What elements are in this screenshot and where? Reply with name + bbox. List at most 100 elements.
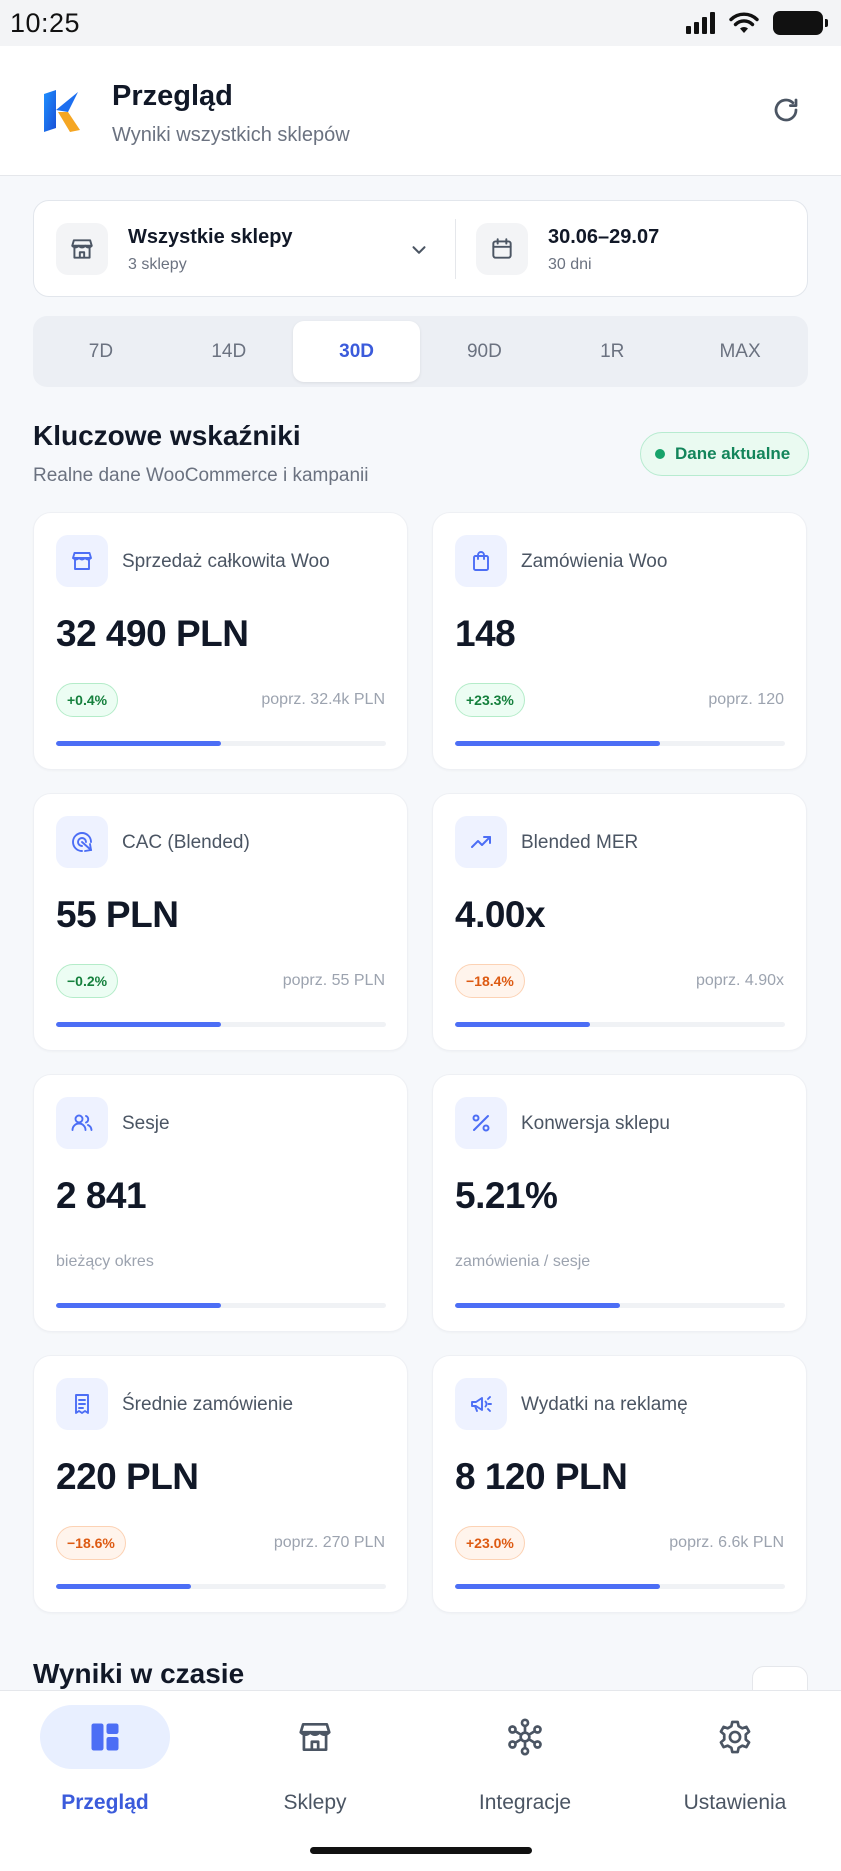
kpi-progress-fill [455, 1303, 620, 1308]
home-indicator [310, 1847, 532, 1854]
kpi-icon-box [455, 816, 507, 868]
data-status-label: Dane aktualne [675, 444, 791, 463]
tab-14d[interactable]: 14D [211, 340, 247, 362]
kpi-card-cac[interactable]: CAC (Blended) 55 PLN −0.2% poprz. 55 PLN [33, 793, 408, 1051]
refresh-button[interactable] [768, 92, 804, 128]
kpi-card-orders[interactable]: Zamówienia Woo 148 +23.3% poprz. 120 [432, 512, 807, 770]
status-dot-icon [655, 449, 665, 459]
kpi-progress-bar [56, 741, 386, 746]
kpi-card-avg-order[interactable]: Średnie zamówienie 220 PLN −18.6% poprz.… [33, 1355, 408, 1613]
nav-item-stores[interactable]: Sklepy [210, 1691, 420, 1831]
nav-label: Ustawienia [683, 1791, 787, 1814]
shopping-bag-icon [473, 551, 489, 571]
tab-max[interactable]: MAX [719, 340, 761, 362]
kpi-card-total-sales[interactable]: Sprzedaż całkowita Woo 32 490 PLN +0.4% … [33, 512, 408, 770]
kpi-value: 5.21% [455, 1175, 558, 1216]
kpi-note: zamówienia / sesje [455, 1253, 591, 1270]
kpi-icon-box [56, 535, 108, 587]
kpi-change-badge: +23.3% [455, 683, 525, 717]
filter-divider [455, 219, 456, 279]
kpi-label: Zamówienia Woo [521, 551, 668, 572]
status-icons [686, 11, 828, 35]
kpi-previous-value: poprz. 270 PLN [273, 1534, 385, 1551]
kpi-progress-fill [455, 1584, 660, 1589]
kpi-previous-value: poprz. 4.90x [695, 972, 784, 989]
trending-up-icon [471, 836, 491, 848]
kpi-icon-box [455, 1378, 507, 1430]
tab-7d[interactable]: 7D [88, 340, 114, 362]
nav-label: Sklepy [283, 1791, 347, 1814]
kpi-card-conversion[interactable]: Konwersja sklepu 5.21% zamówienia / sesj… [432, 1074, 807, 1332]
kpi-value: 220 PLN [56, 1456, 199, 1497]
signal-icon [686, 12, 715, 34]
kpi-label: Sprzedaż całkowita Woo [122, 551, 330, 572]
kpi-icon-box [455, 535, 507, 587]
store-icon [72, 552, 92, 570]
kpi-previous-value: poprz. 120 [708, 691, 784, 708]
kpi-card-mer[interactable]: Blended MER 4.00x −18.4% poprz. 4.90x [432, 793, 807, 1051]
calendar-icon-box [476, 223, 528, 275]
kpi-progress-bar [455, 741, 785, 746]
data-status-badge: Dane aktualne [640, 432, 810, 476]
percent-icon [472, 1114, 490, 1132]
kpi-label: Średnie zamówienie [122, 1394, 294, 1415]
kpi-value: 55 PLN [56, 894, 179, 935]
kpi-icon-box [56, 1097, 108, 1149]
kpi-change-badge: +23.0% [455, 1526, 525, 1560]
store-selector-count: 3 sklepy [128, 256, 187, 273]
store-selector[interactable]: Wszystkie sklepy 3 sklepy [34, 201, 454, 295]
kpi-progress-bar [56, 1022, 386, 1027]
kpi-value: 32 490 PLN [56, 613, 249, 654]
kpi-icon-box [56, 1378, 108, 1430]
date-range-days: 30 dni [548, 256, 592, 273]
filter-card: Wszystkie sklepy 3 sklepy 30.06–29.07 30… [33, 200, 808, 297]
kpi-progress-bar [56, 1303, 386, 1308]
nav-label: Przegląd [61, 1791, 149, 1814]
page-subtitle: Wyniki wszystkich sklepów [112, 124, 350, 146]
tab-1r[interactable]: 1R [600, 340, 625, 362]
kpi-icon-box [56, 816, 108, 868]
kpi-label: CAC (Blended) [122, 832, 250, 853]
kpi-card-sessions[interactable]: Sesje 2 841 bieżący okres [33, 1074, 408, 1332]
date-range-selector[interactable]: 30.06–29.07 30 dni [456, 201, 808, 295]
kpi-progress-bar [455, 1022, 785, 1027]
kpi-progress-fill [56, 1022, 221, 1027]
status-time: 10:25 [10, 7, 81, 38]
kpi-progress-fill [56, 1303, 221, 1308]
kpi-change-badge: −0.2% [56, 964, 119, 998]
kpi-progress-fill [56, 741, 221, 746]
kpi-previous-value: poprz. 6.6k PLN [669, 1534, 784, 1551]
kpi-progress-fill [56, 1584, 192, 1589]
megaphone-icon [471, 1396, 492, 1412]
results-section-title: Wyniki w czasie [33, 1658, 245, 1689]
nav-icon-wrap [460, 1705, 590, 1769]
kpi-label: Konwersja sklepu [521, 1113, 670, 1134]
nav-item-integrations[interactable]: Integracje [420, 1691, 630, 1831]
kpi-progress-fill [455, 1022, 591, 1027]
kpi-section-title: Kluczowe wskaźniki [33, 420, 301, 451]
nav-item-overview[interactable]: Przegląd [0, 1691, 210, 1831]
calendar-icon [492, 238, 512, 259]
kpi-progress-bar [56, 1584, 386, 1589]
store-icon-box [56, 223, 108, 275]
period-tabs: 7D 14D 30D 90D 1R MAX [33, 316, 808, 387]
status-bar: 10:25 [0, 0, 841, 46]
tab-90d[interactable]: 90D [466, 340, 502, 362]
tab-30d[interactable]: 30D [292, 321, 421, 382]
kpi-change-badge: +0.4% [56, 683, 119, 717]
kpi-label: Wydatki na reklamę [521, 1394, 688, 1415]
kpi-value: 148 [455, 613, 516, 654]
dashboard-icon [91, 1723, 119, 1751]
kpi-change-badge: −18.4% [455, 964, 525, 998]
kpi-previous-value: poprz. 55 PLN [282, 972, 385, 989]
date-range-label: 30.06–29.07 [548, 226, 660, 248]
settings-icon [719, 1720, 751, 1754]
kpi-previous-value: poprz. 32.4k PLN [261, 691, 385, 708]
nav-icon-wrap [250, 1705, 380, 1769]
nav-active-pill [40, 1705, 170, 1769]
store-icon [71, 239, 93, 259]
kpi-card-ad-spend[interactable]: Wydatki na reklamę 8 120 PLN +23.0% popr… [432, 1355, 807, 1613]
app-header: Przegląd Wyniki wszystkich sklepów [0, 46, 841, 176]
nav-item-settings[interactable]: Ustawienia [630, 1691, 840, 1831]
target-icon [72, 832, 93, 852]
